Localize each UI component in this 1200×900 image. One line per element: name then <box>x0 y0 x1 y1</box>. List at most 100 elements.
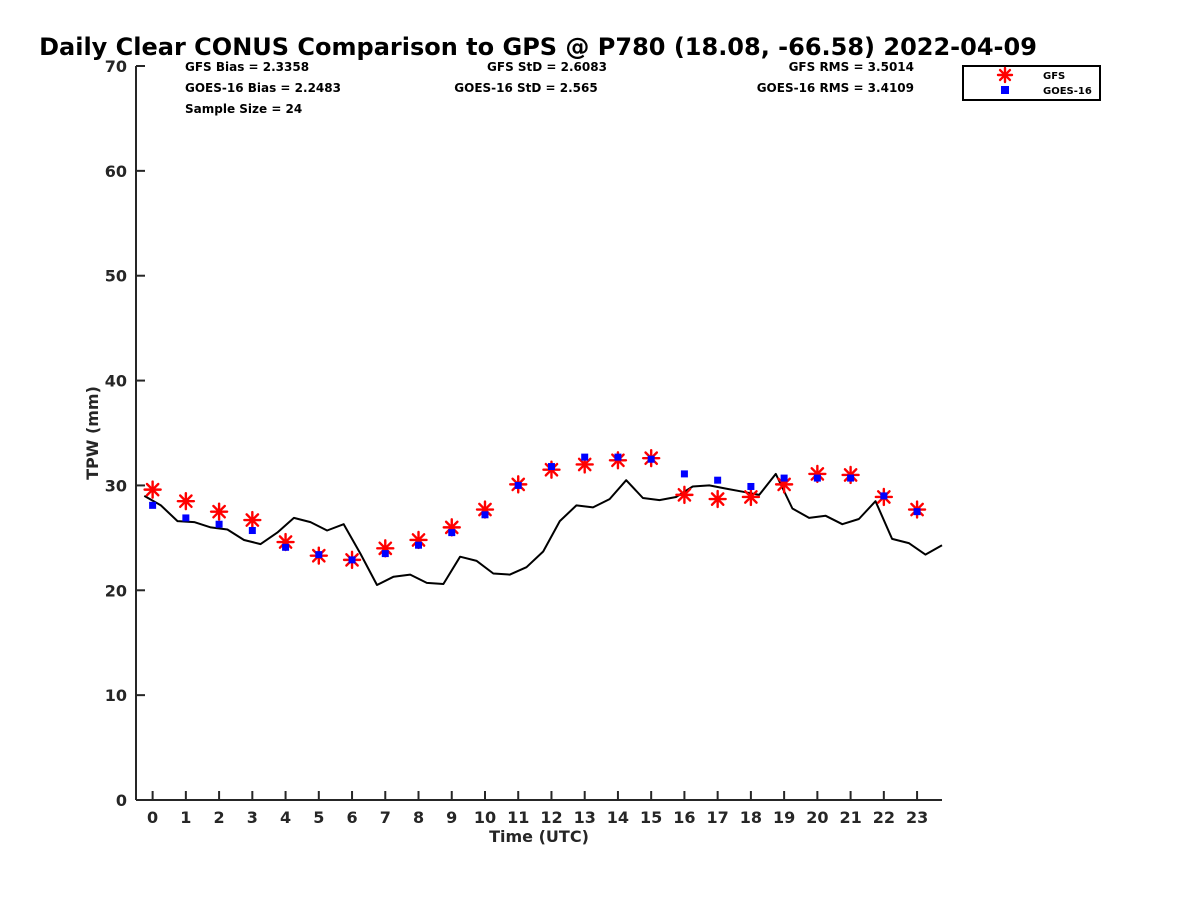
legend-gfs-marker <box>996 66 1014 84</box>
goes-16-point <box>348 556 356 564</box>
gfs-point <box>209 502 229 521</box>
y-tick-label: 0 <box>116 791 127 810</box>
goes-16-point <box>714 476 722 484</box>
gfs-point-stroke <box>677 488 692 502</box>
gfs-std-stat: GFS StD = 2.6083 <box>487 60 607 74</box>
legend-goes-label: GOES-16 <box>1043 86 1092 97</box>
gfs-point-stroke <box>810 467 825 481</box>
gfs-point-stroke <box>378 541 393 556</box>
gfs-point <box>376 539 395 558</box>
plot-area <box>143 448 943 586</box>
x-tick-label: 17 <box>707 808 729 827</box>
gfs-point <box>442 518 461 537</box>
x-tick-label: 10 <box>474 808 496 827</box>
x-tick-label: 20 <box>806 808 828 827</box>
x-tick-label: 11 <box>507 808 529 827</box>
goes-16-point <box>581 453 589 461</box>
goes-16-point <box>415 541 423 549</box>
gfs-point-stroke <box>444 520 459 535</box>
x-tick-label: 8 <box>413 808 424 827</box>
goes-16-point <box>381 550 389 558</box>
x-tick-label: 3 <box>247 808 258 827</box>
y-tick-label: 60 <box>105 162 127 181</box>
x-tick-label: 18 <box>740 808 762 827</box>
x-tick-label: 16 <box>673 808 695 827</box>
gfs-point-stroke <box>212 504 226 519</box>
gfs-rms-stat: GFS RMS = 3.5014 <box>789 60 914 74</box>
x-tick-label: 19 <box>773 808 795 827</box>
x-tick-label: 21 <box>839 808 861 827</box>
goes-16-point <box>215 520 223 528</box>
legend-gfs-asterisk-stroke <box>998 68 1012 82</box>
gfs-point-stroke <box>478 502 492 517</box>
gfs-point-stroke <box>777 477 791 492</box>
x-tick-label: 13 <box>574 808 596 827</box>
goes-16-point <box>847 474 855 482</box>
y-tick-label: 40 <box>105 372 127 391</box>
y-tick-label: 20 <box>105 581 127 600</box>
goes-16-point <box>315 551 323 559</box>
goes-16-point <box>149 501 157 509</box>
goes-16-point <box>481 511 489 519</box>
goes-16-point <box>514 481 522 489</box>
legend-gfs-asterisk <box>996 66 1014 84</box>
goes-16-point <box>913 508 921 516</box>
gfs-point-stroke <box>278 535 293 549</box>
x-tick-label: 23 <box>906 808 928 827</box>
goes-rms-stat: GOES-16 RMS = 3.4109 <box>757 81 914 95</box>
gfs-point-stroke <box>577 457 592 472</box>
gfs-point <box>409 530 428 550</box>
gfs-point <box>575 455 594 474</box>
goes-16-point <box>282 543 290 551</box>
goes-16-point <box>614 453 622 461</box>
x-tick-label: 12 <box>540 808 562 827</box>
gps-series-line <box>143 472 943 586</box>
y-tick-label: 70 <box>105 57 127 76</box>
goes-16-point <box>182 514 190 522</box>
gfs-point-stroke <box>710 492 725 506</box>
legend-box <box>962 65 1101 101</box>
y-axis-label: TPW (mm) <box>83 386 102 480</box>
gfs-point <box>176 491 196 511</box>
goes-16-point <box>780 474 788 482</box>
legend-goes-marker <box>1001 86 1009 94</box>
x-tick-label: 6 <box>346 808 357 827</box>
gfs-point-stroke <box>145 482 160 497</box>
goes-std-stat: GOES-16 StD = 2.565 <box>454 81 597 95</box>
goes-16-point <box>448 529 456 537</box>
x-tick-label: 0 <box>147 808 158 827</box>
goes-16-point <box>880 492 888 500</box>
chart-title: Daily Clear CONUS Comparison to GPS @ P7… <box>39 33 1037 61</box>
gfs-point <box>243 510 262 530</box>
legend: GFS GOES-16 <box>962 65 1101 101</box>
legend-gfs-label: GFS <box>1043 71 1065 82</box>
gfs-point <box>143 480 162 499</box>
y-axis: 0 10 20 30 40 50 60 70 TPW (mm) <box>83 57 145 810</box>
x-tick-label: 9 <box>446 808 457 827</box>
goes-16-point <box>680 470 688 478</box>
gfs-point <box>741 487 761 507</box>
x-axis: 0 1 2 3 4 5 6 7 8 9 10 11 12 13 14 15 16 17 18 19 20 21 22 23 T… <box>136 791 942 846</box>
gfs-point-stroke <box>744 490 758 504</box>
goes-16-point <box>747 482 755 490</box>
x-tick-label: 14 <box>607 808 629 827</box>
gfs-point-stroke <box>245 513 260 527</box>
gfs-bias-stat: GFS Bias = 2.3358 <box>185 60 309 74</box>
x-tick-label: 1 <box>180 808 191 827</box>
x-tick-label: 4 <box>280 808 291 827</box>
x-tick-label: 15 <box>640 808 662 827</box>
y-tick-label: 50 <box>105 267 127 286</box>
sample-size-stat: Sample Size = 24 <box>185 102 302 116</box>
goes-16-point <box>813 474 821 482</box>
y-tick-label: 10 <box>105 686 127 705</box>
gfs-point <box>708 489 727 509</box>
x-tick-label: 22 <box>873 808 895 827</box>
goes-16-point <box>248 527 256 535</box>
x-tick-label: 2 <box>214 808 225 827</box>
goes-16-point <box>647 455 655 463</box>
goes-16-point <box>547 463 555 471</box>
gfs-point-stroke <box>178 494 193 509</box>
x-tick-label: 5 <box>313 808 324 827</box>
